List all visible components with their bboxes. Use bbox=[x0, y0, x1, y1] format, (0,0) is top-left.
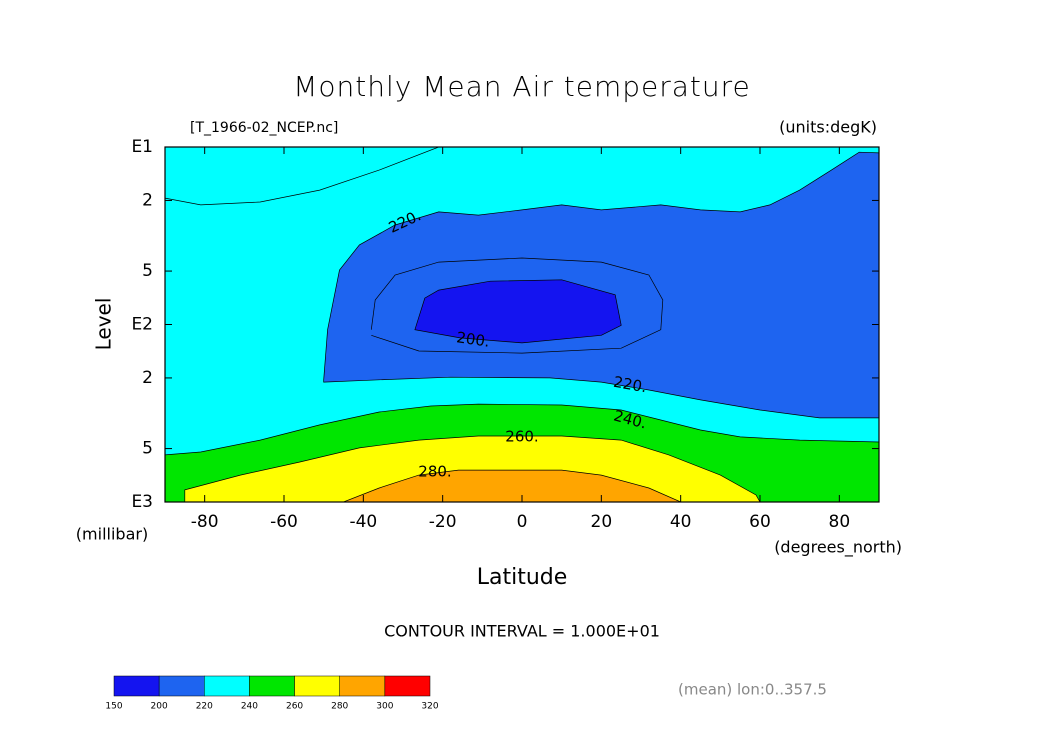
contour-interval: CONTOUR INTERVAL = 1.000E+01 bbox=[384, 622, 660, 641]
x-tick-label: 20 bbox=[591, 512, 613, 532]
colorbar-box bbox=[384, 675, 431, 697]
colorbar-box bbox=[158, 675, 205, 697]
x-tick-label: -60 bbox=[270, 512, 298, 532]
colorbar-label: 300 bbox=[376, 702, 393, 712]
contour-line bbox=[165, 147, 439, 206]
y-tick-label: E2 bbox=[131, 315, 153, 335]
colorbar-label: 320 bbox=[421, 702, 438, 712]
x-tick-label: -20 bbox=[429, 512, 457, 532]
y-tick-label: 5 bbox=[142, 261, 153, 281]
x-unit: (degrees_north) bbox=[774, 538, 902, 558]
x-tick-label: 80 bbox=[829, 512, 851, 532]
contour-region bbox=[323, 151, 879, 419]
colorbar-label: 260 bbox=[286, 702, 303, 712]
contour-line bbox=[370, 257, 664, 354]
contour-label: 220. bbox=[612, 373, 648, 397]
contour-region bbox=[343, 469, 681, 502]
y-tick-label: 2 bbox=[142, 190, 153, 210]
y-tick-label: 2 bbox=[142, 368, 153, 388]
colorbar-label: 220 bbox=[196, 702, 213, 712]
units: (units:degK) bbox=[779, 118, 877, 137]
chart-title: Monthly Mean Air temperature bbox=[293, 70, 751, 103]
contour-label: 280. bbox=[418, 463, 451, 481]
colorbar-box bbox=[294, 675, 340, 697]
y-tick-label: E3 bbox=[131, 492, 153, 512]
x-axis-label: Latitude bbox=[477, 565, 568, 590]
colorbar-label: 150 bbox=[105, 702, 122, 712]
x-tick-label: -80 bbox=[191, 512, 219, 532]
y-axis-label: Level bbox=[92, 298, 116, 351]
colorbar-box bbox=[113, 675, 160, 697]
x-tick-label: 60 bbox=[749, 512, 771, 532]
subtitle: [T_1966-02_NCEP.nc] bbox=[190, 120, 338, 136]
contour-region bbox=[414, 279, 622, 344]
contour-label: 260. bbox=[505, 428, 538, 446]
y-tick-label: 5 bbox=[142, 439, 153, 459]
x-tick-label: 40 bbox=[670, 512, 692, 532]
colorbar-label: 200 bbox=[151, 702, 168, 712]
colorbar-label: 280 bbox=[331, 702, 348, 712]
colorbar-label: 240 bbox=[241, 702, 258, 712]
y-tick-label: E1 bbox=[131, 137, 153, 157]
x-tick-label: -40 bbox=[349, 512, 377, 532]
colorbar-box bbox=[204, 675, 250, 697]
note: (mean) lon:0..357.5 bbox=[678, 681, 827, 699]
contour-label: 200. bbox=[455, 328, 491, 350]
colorbar-box bbox=[249, 675, 295, 697]
y-unit: (millibar) bbox=[76, 525, 148, 544]
x-tick-label: 0 bbox=[517, 512, 528, 532]
colorbar-box bbox=[339, 675, 386, 697]
